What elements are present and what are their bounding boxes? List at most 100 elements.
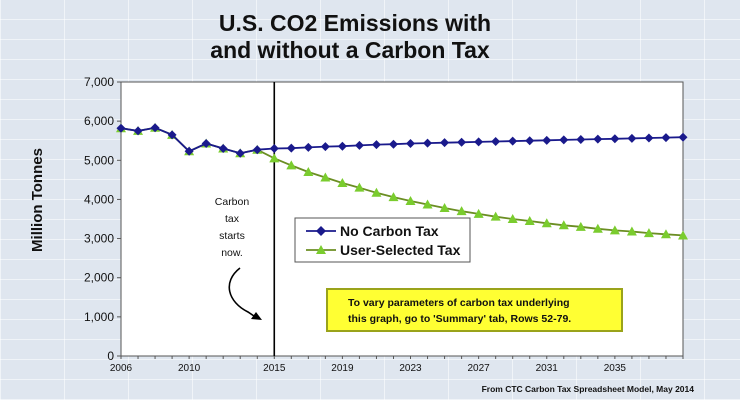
data-point xyxy=(337,141,347,151)
data-point xyxy=(371,140,381,150)
x-tick-label: 2006 xyxy=(110,363,133,374)
data-point xyxy=(303,167,314,177)
data-point xyxy=(627,133,637,143)
data-point xyxy=(388,139,398,149)
data-point xyxy=(133,126,143,136)
legend: No Carbon Tax User-Selected Tax xyxy=(294,217,471,263)
annotation-line-3: starts xyxy=(219,230,245,242)
note-line-1: To vary parameters of carbon tax underly… xyxy=(348,297,570,309)
data-point xyxy=(439,203,450,213)
x-tick-label: 2019 xyxy=(331,363,354,374)
data-point xyxy=(286,143,296,153)
data-point xyxy=(150,123,160,133)
data-point xyxy=(474,137,484,147)
y-tick-label: 2,000 xyxy=(84,271,114,285)
y-tick-label: 6,000 xyxy=(84,114,114,128)
data-point xyxy=(201,138,211,148)
series-line xyxy=(120,126,684,155)
data-point xyxy=(388,192,399,202)
x-tick-label: 2015 xyxy=(263,363,286,374)
data-point xyxy=(405,195,416,205)
series-group xyxy=(116,122,688,240)
y-tick-label: 5,000 xyxy=(84,153,114,167)
data-point xyxy=(644,133,654,143)
annotation-arrow xyxy=(228,267,258,319)
legend-label-user-selected-tax: User-Selected Tax xyxy=(340,242,461,258)
data-point xyxy=(525,136,535,146)
legend-box xyxy=(294,217,471,263)
data-point xyxy=(558,220,569,230)
note-line-2: this graph, go to 'Summary' tab, Rows 52… xyxy=(348,313,571,325)
data-point xyxy=(354,140,364,150)
note-box-background xyxy=(326,288,623,332)
data-point xyxy=(422,199,433,209)
data-point xyxy=(456,206,467,216)
data-point xyxy=(507,214,518,223)
data-point xyxy=(320,142,330,152)
data-point xyxy=(320,172,331,182)
annotation-carbon-tax-starts: Carbon tax starts now. xyxy=(215,196,262,320)
data-point xyxy=(473,208,484,218)
data-point xyxy=(592,223,603,233)
series-no-carbon-tax xyxy=(116,123,688,158)
data-point xyxy=(643,228,654,238)
legend-label-no-carbon-tax: No Carbon Tax xyxy=(340,223,439,239)
y-tick-label: 0 xyxy=(107,349,114,363)
data-point xyxy=(661,133,671,143)
chart-title-line-2: and without a Carbon Tax xyxy=(210,37,490,63)
annotation-line-2: tax xyxy=(225,213,240,225)
data-point xyxy=(406,138,416,148)
x-tick-label: 2010 xyxy=(178,363,201,374)
annotation-line-1: Carbon xyxy=(215,196,250,208)
data-point xyxy=(678,230,688,240)
data-point xyxy=(593,134,603,144)
data-point xyxy=(491,136,501,146)
x-tick-label: 2035 xyxy=(604,363,627,374)
data-point xyxy=(303,142,313,152)
data-point xyxy=(626,226,637,236)
data-point xyxy=(524,215,535,225)
data-point xyxy=(423,138,433,148)
data-point xyxy=(457,137,467,147)
data-point xyxy=(252,145,262,155)
data-point xyxy=(371,187,382,197)
data-point xyxy=(269,153,280,163)
y-tick-label: 7,000 xyxy=(84,75,114,89)
y-tick-label: 3,000 xyxy=(84,232,114,246)
data-point xyxy=(218,144,228,154)
data-point xyxy=(116,123,126,133)
data-point xyxy=(609,225,620,235)
legend-marker-no-carbon-tax xyxy=(316,226,326,236)
data-point xyxy=(440,138,450,148)
x-tick-label: 2027 xyxy=(468,363,491,374)
data-point xyxy=(508,136,518,146)
data-point xyxy=(269,144,279,154)
source-note: From CTC Carbon Tax Spreadsheet Model, M… xyxy=(482,384,695,394)
y-tick-label: 1,000 xyxy=(84,310,114,324)
data-point xyxy=(490,211,501,221)
data-point xyxy=(541,218,552,228)
chart-title-line-1: U.S. CO2 Emissions with xyxy=(219,10,491,36)
data-point xyxy=(354,182,365,192)
data-point xyxy=(575,221,586,231)
y-axis-label: Million Tonnes xyxy=(29,148,46,252)
x-tick-label: 2023 xyxy=(399,363,422,374)
data-point xyxy=(286,160,297,170)
data-point xyxy=(678,132,688,142)
data-point xyxy=(235,148,245,158)
y-tick-label: 4,000 xyxy=(84,192,114,206)
data-point xyxy=(660,229,671,239)
data-point xyxy=(337,177,348,187)
data-point xyxy=(542,135,552,145)
annotation-arrow-head xyxy=(251,312,262,320)
note-box: To vary parameters of carbon tax underly… xyxy=(326,288,623,332)
data-point xyxy=(167,130,177,140)
x-axis-ticks: 2006 2010 2015 2019 2023 2027 2031 2035 xyxy=(110,356,684,374)
annotation-line-4: now. xyxy=(221,247,243,259)
data-point xyxy=(576,135,586,145)
data-point xyxy=(610,134,620,144)
legend-marker-user-selected-tax xyxy=(316,245,326,254)
y-axis-ticks: 0 1,000 2,000 3,000 4,000 5,000 6,000 7,000 xyxy=(84,75,121,363)
